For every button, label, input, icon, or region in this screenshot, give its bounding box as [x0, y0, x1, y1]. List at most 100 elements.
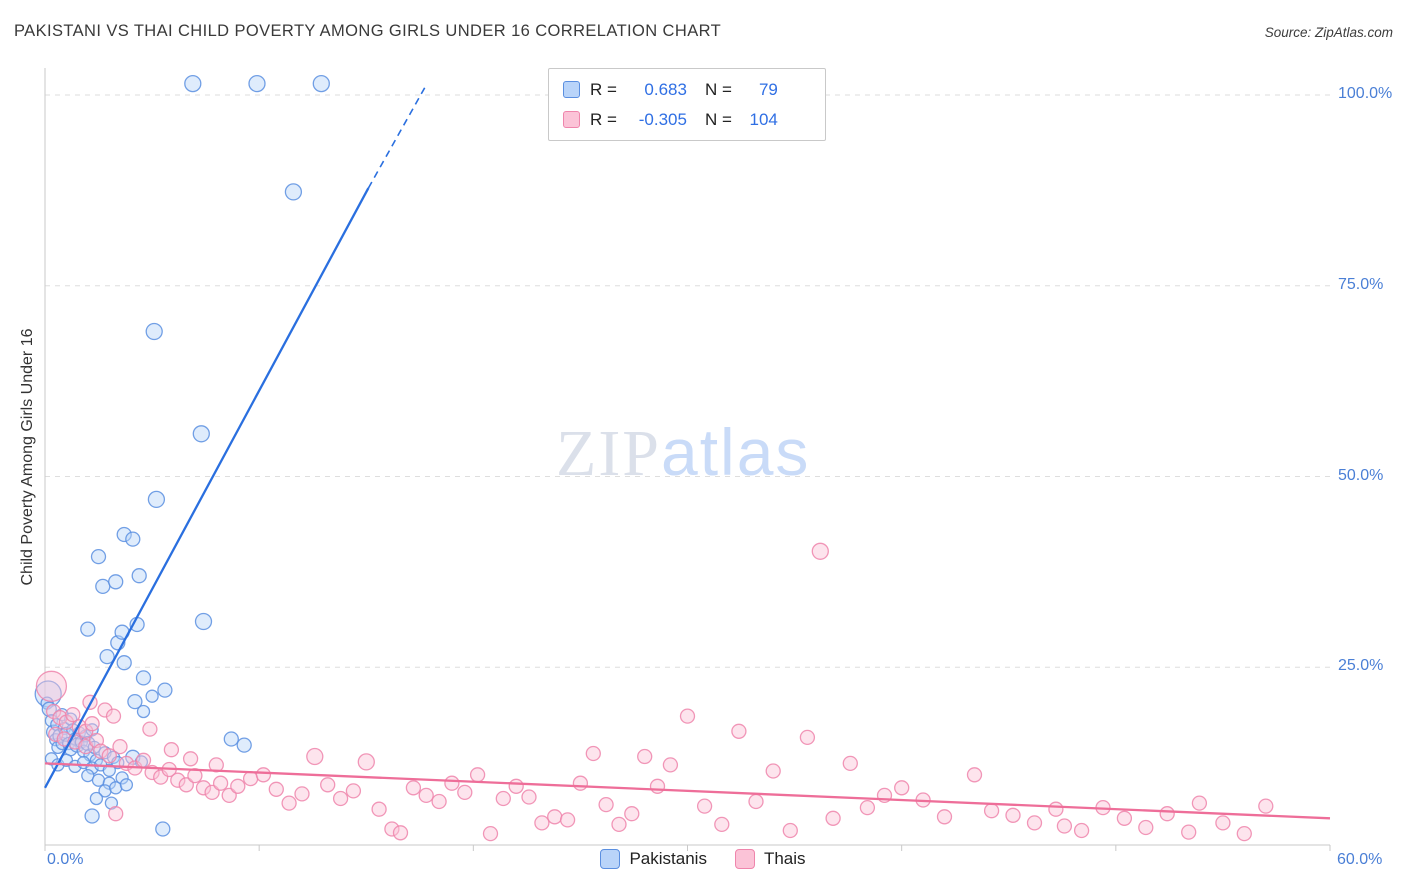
- point-pakistanis: [80, 621, 96, 637]
- point-thais: [105, 708, 122, 724]
- point-pakistanis: [284, 183, 303, 201]
- x-tick-label: 0.0%: [47, 851, 84, 868]
- point-thais: [469, 767, 486, 783]
- point-thais: [332, 790, 349, 807]
- point-pakistanis: [145, 689, 159, 703]
- point-thais: [182, 751, 199, 767]
- point-pakistanis: [145, 322, 163, 341]
- legend-item-thais[interactable]: Thais: [734, 849, 806, 869]
- point-pakistanis: [147, 490, 166, 509]
- point-thais: [662, 757, 679, 773]
- point-pakistanis: [312, 74, 330, 93]
- point-thais: [714, 816, 730, 833]
- point-pakistanis: [184, 74, 202, 93]
- chart-title: PAKISTANI VS THAI CHILD POVERTY AMONG GI…: [14, 22, 722, 40]
- point-pakistanis: [104, 796, 119, 810]
- series-legend: Pakistanis Thais: [0, 849, 1406, 869]
- point-thais: [811, 542, 829, 560]
- point-pakistanis: [119, 778, 134, 792]
- point-pakistanis: [136, 704, 151, 719]
- point-thais: [1159, 806, 1175, 822]
- watermark-atlas: atlas: [661, 415, 811, 489]
- point-thais: [35, 670, 68, 702]
- y-tick-label: 100.0%: [1338, 85, 1393, 102]
- point-thais: [859, 799, 876, 816]
- point-pakistanis: [84, 808, 100, 824]
- point-pakistanis: [248, 74, 266, 93]
- y-tick-label: 75.0%: [1338, 275, 1384, 293]
- point-thais: [966, 767, 983, 783]
- point-thais: [48, 726, 64, 743]
- point-thais: [457, 784, 473, 801]
- legend-row-thais: R = -0.305 N = 104: [563, 107, 811, 132]
- point-thais: [1056, 818, 1073, 834]
- point-thais: [1073, 822, 1090, 839]
- point-thais: [679, 708, 696, 724]
- point-pakistanis: [236, 737, 252, 753]
- point-thais: [585, 745, 601, 762]
- point-pakistanis: [157, 682, 173, 698]
- legend-label: Thais: [763, 849, 806, 868]
- point-thais: [748, 793, 764, 810]
- point-thais: [1181, 824, 1197, 840]
- point-pakistanis: [125, 531, 141, 547]
- n-value: 104: [749, 109, 778, 129]
- point-pakistanis: [223, 731, 239, 747]
- point-thais: [170, 772, 186, 788]
- point-pakistanis: [90, 548, 107, 565]
- point-thais: [97, 702, 113, 718]
- point-thais: [108, 806, 124, 822]
- point-thais: [320, 777, 336, 793]
- point-thais: [1005, 807, 1021, 823]
- point-thais: [93, 743, 109, 759]
- n-label: N =: [704, 109, 732, 129]
- thais-swatch: [563, 111, 580, 128]
- point-thais: [894, 780, 910, 796]
- r-label: R =: [590, 109, 617, 129]
- r-label: R =: [590, 79, 617, 99]
- point-thais: [384, 821, 400, 837]
- pakistanis-trend-line: [43, 187, 370, 789]
- point-pakistanis: [95, 578, 111, 595]
- point-pakistanis: [89, 791, 104, 806]
- source-link[interactable]: Source: ZipAtlas.com: [1264, 25, 1393, 40]
- point-thais: [765, 763, 781, 779]
- point-thais: [782, 822, 798, 839]
- point-thais: [255, 767, 272, 783]
- point-pakistanis: [99, 648, 115, 665]
- point-thais: [482, 825, 499, 842]
- thais-trend-line: [44, 762, 1331, 820]
- point-thais: [444, 775, 460, 791]
- r-value: 0.683: [644, 79, 687, 99]
- point-thais: [598, 796, 614, 813]
- point-thais: [1258, 798, 1274, 814]
- point-thais: [281, 795, 297, 811]
- point-thais: [696, 798, 713, 814]
- point-thais: [101, 748, 117, 764]
- point-thais: [534, 815, 550, 831]
- correlation-legend: R = 0.683 N = 79 R = -0.305 N = 104: [548, 68, 826, 141]
- point-thais: [294, 786, 310, 802]
- point-thais: [65, 706, 81, 723]
- point-thais: [572, 775, 589, 791]
- point-thais: [84, 716, 100, 732]
- point-thais: [208, 757, 224, 773]
- point-pakistanis: [194, 612, 213, 631]
- point-thais: [1116, 810, 1133, 826]
- point-thais: [624, 806, 640, 822]
- point-thais: [731, 723, 747, 739]
- y-tick-label: 50.0%: [1338, 466, 1384, 484]
- point-thais: [112, 738, 128, 755]
- point-thais: [268, 781, 284, 797]
- point-pakistanis: [127, 693, 143, 710]
- point-thais: [1048, 801, 1064, 817]
- legend-item-pakistanis[interactable]: Pakistanis: [600, 849, 707, 869]
- pakistanis-swatch: [563, 81, 580, 98]
- y-tick-label: 25.0%: [1338, 657, 1384, 675]
- point-thais: [936, 809, 953, 825]
- point-pakistanis: [115, 771, 129, 785]
- point-thais: [825, 810, 841, 826]
- r-value: -0.305: [638, 109, 687, 129]
